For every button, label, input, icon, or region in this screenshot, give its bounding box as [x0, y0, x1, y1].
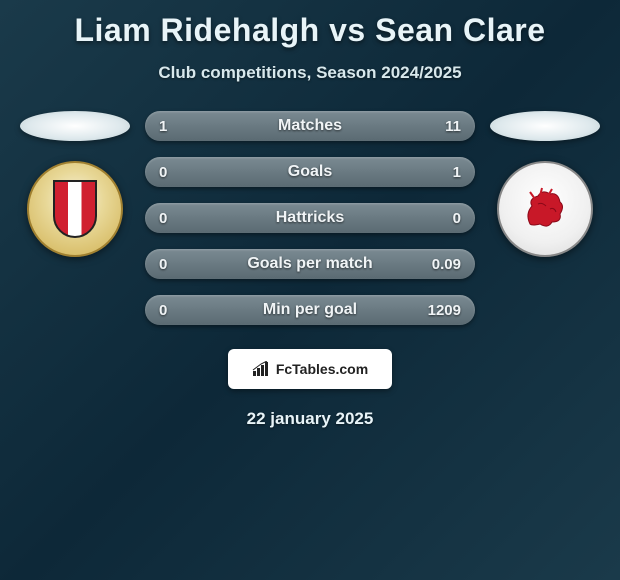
stat-row-min-per-goal: 0 Min per goal 1209	[145, 295, 475, 325]
stat-right-value: 0.09	[432, 256, 461, 273]
brand-badge[interactable]: FcTables.com	[228, 349, 392, 389]
stat-right-value: 1	[453, 164, 461, 181]
dragon-icon	[520, 184, 570, 234]
leyton-orient-crest	[497, 161, 593, 257]
stat-row-goals-per-match: 0 Goals per match 0.09	[145, 249, 475, 279]
stat-right-value: 11	[445, 118, 461, 135]
stevenage-crest	[27, 161, 123, 257]
player-right-oval	[490, 111, 600, 141]
crest-shield-icon	[53, 180, 97, 238]
footer-date: 22 january 2025	[0, 409, 620, 429]
stats-list: 1 Matches 11 0 Goals 1 0 Hattricks 0 0 G…	[135, 111, 485, 325]
stat-label: Goals	[288, 163, 332, 181]
stat-row-hattricks: 0 Hattricks 0	[145, 203, 475, 233]
stat-label: Min per goal	[263, 301, 357, 319]
page-subtitle: Club competitions, Season 2024/2025	[0, 63, 620, 83]
stat-left-value: 0	[159, 302, 167, 319]
stat-label: Goals per match	[247, 255, 372, 273]
stat-label: Matches	[278, 117, 342, 135]
stat-right-value: 1209	[428, 302, 461, 319]
page-title: Liam Ridehalgh vs Sean Clare	[0, 0, 620, 49]
player-right-column	[485, 111, 605, 257]
stat-row-matches: 1 Matches 11	[145, 111, 475, 141]
stat-row-goals: 0 Goals 1	[145, 157, 475, 187]
bar-chart-icon	[252, 361, 272, 377]
player-left-column	[15, 111, 135, 257]
stat-left-value: 0	[159, 210, 167, 227]
crest-dragon-icon	[515, 179, 575, 239]
stat-left-value: 1	[159, 118, 167, 135]
stat-left-value: 0	[159, 164, 167, 181]
player-left-oval	[20, 111, 130, 141]
brand-text: FcTables.com	[276, 361, 368, 377]
comparison-panel: 1 Matches 11 0 Goals 1 0 Hattricks 0 0 G…	[0, 111, 620, 325]
stat-right-value: 0	[453, 210, 461, 227]
stat-label: Hattricks	[276, 209, 344, 227]
stat-left-value: 0	[159, 256, 167, 273]
